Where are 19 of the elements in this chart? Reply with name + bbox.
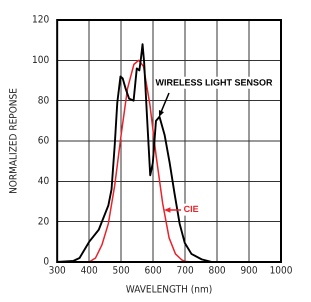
y-tick-label: 80 [38,95,50,106]
x-tick-label: 400 [80,266,98,277]
x-tick-label: 700 [176,266,194,277]
y-tick-label: 100 [32,54,50,66]
y-tick-label: 120 [32,14,50,26]
annotation: CIE [184,204,199,214]
x-tick-label: 500 [112,266,130,277]
x-axis-title: WAVELENGTH (nm) [126,284,212,296]
x-tick-label: 300 [48,266,66,277]
y-tick-label: 40 [38,176,50,187]
x-tick-label: 600 [144,266,162,277]
y-tick-label: 60 [38,136,50,147]
y-tick-label: 0 [43,256,50,268]
x-tick-label: 1000 [270,266,293,277]
y-tick-label: 20 [38,216,50,228]
annotation: WIRELESS LIGHT SENSOR [155,77,273,88]
x-tick-label: 900 [240,266,258,277]
x-tick-label: 800 [208,266,226,277]
y-axis-title: NORMALIZED REPONSE [8,88,20,194]
